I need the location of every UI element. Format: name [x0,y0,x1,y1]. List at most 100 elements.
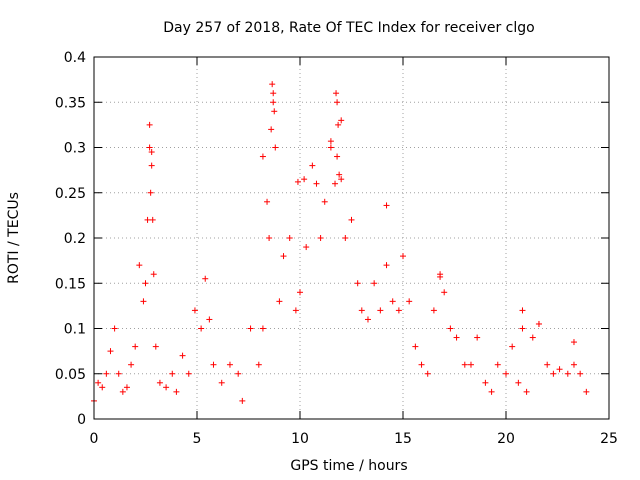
y-tick-label: 0 [77,412,86,428]
data-point [149,216,156,223]
data-point [313,180,320,187]
data-point [529,334,536,341]
data-point [321,198,328,205]
data-point [383,262,390,269]
data-point [377,307,384,314]
data-point [269,81,276,88]
data-point [544,361,551,368]
y-tick-label: 0.2 [64,231,86,247]
data-point [494,361,501,368]
data-point [309,162,316,169]
data-point [294,178,301,185]
data-point [147,189,154,196]
data-point [348,216,355,223]
data-point [583,388,590,395]
data-point [210,361,217,368]
data-point [488,388,495,395]
data-point [338,176,345,183]
data-point [570,361,577,368]
data-point [297,289,303,296]
data-point [142,280,149,287]
data-point [169,370,176,377]
data-point [354,280,361,287]
data-point [550,370,557,377]
data-point [152,343,159,350]
data-point [128,361,135,368]
data-point [266,235,273,241]
data-point [292,307,299,314]
x-tick-label: 25 [600,431,618,447]
data-point [482,379,489,386]
data-point [412,343,419,350]
data-point [535,320,542,327]
data-point [333,90,340,97]
data-point [148,149,155,156]
data-point [389,298,396,305]
data-point [239,397,246,404]
x-tick-label: 5 [193,431,202,447]
data-point [430,307,437,314]
data-point [441,289,448,296]
data-point [577,370,584,377]
data-point [226,361,233,368]
data-point [173,388,180,395]
data-points-layer [91,81,590,404]
data-point [95,379,102,386]
data-point [418,361,425,368]
data-point [235,370,242,377]
data-point [509,343,516,350]
data-point [179,352,186,359]
data-point [272,144,279,151]
data-point [271,108,278,115]
x-tick-label: 10 [291,431,309,447]
x-tick-label: 0 [90,431,99,447]
data-point [523,388,530,395]
data-point [206,316,213,323]
data-point [286,235,293,241]
data-point [406,298,413,305]
data-point [247,325,254,332]
data-point [148,162,155,169]
y-tick-label: 0.35 [55,95,86,111]
data-point [218,379,225,386]
data-point [342,235,349,241]
ticks-layer: 0 0.05 0.1 0.15 0.2 0.25 0.3 0.35 0.4 0 5 10 15 20 25 [55,50,618,447]
data-point [111,325,118,332]
data-point [334,153,341,160]
data-point [103,370,110,377]
data-point [515,379,522,386]
data-point [334,99,341,106]
data-point [364,316,371,323]
grid-layer [94,57,609,419]
data-point [317,235,324,241]
data-point [276,298,283,305]
data-point [424,370,431,377]
data-point [146,121,153,128]
data-point [123,384,130,391]
data-point [338,117,345,124]
x-axis-label: GPS time / hours [290,458,407,474]
data-point [144,216,151,223]
data-point [519,325,526,332]
data-point [136,262,143,269]
data-point [115,370,122,377]
data-point [570,339,577,346]
data-point [156,379,163,386]
data-point [327,144,334,151]
data-point [191,307,198,314]
chart-title: Day 257 of 2018, Rate Of TEC Index for r… [163,20,534,36]
data-point [453,334,460,341]
data-point [185,370,192,377]
data-point [259,325,266,332]
data-point [107,348,114,355]
data-point [474,334,481,341]
data-point [270,99,277,106]
data-point [303,244,310,251]
y-tick-label: 0.05 [55,367,86,383]
data-point [564,370,571,377]
x-tick-label: 20 [497,431,515,447]
data-point [140,298,147,305]
data-point [503,370,509,377]
